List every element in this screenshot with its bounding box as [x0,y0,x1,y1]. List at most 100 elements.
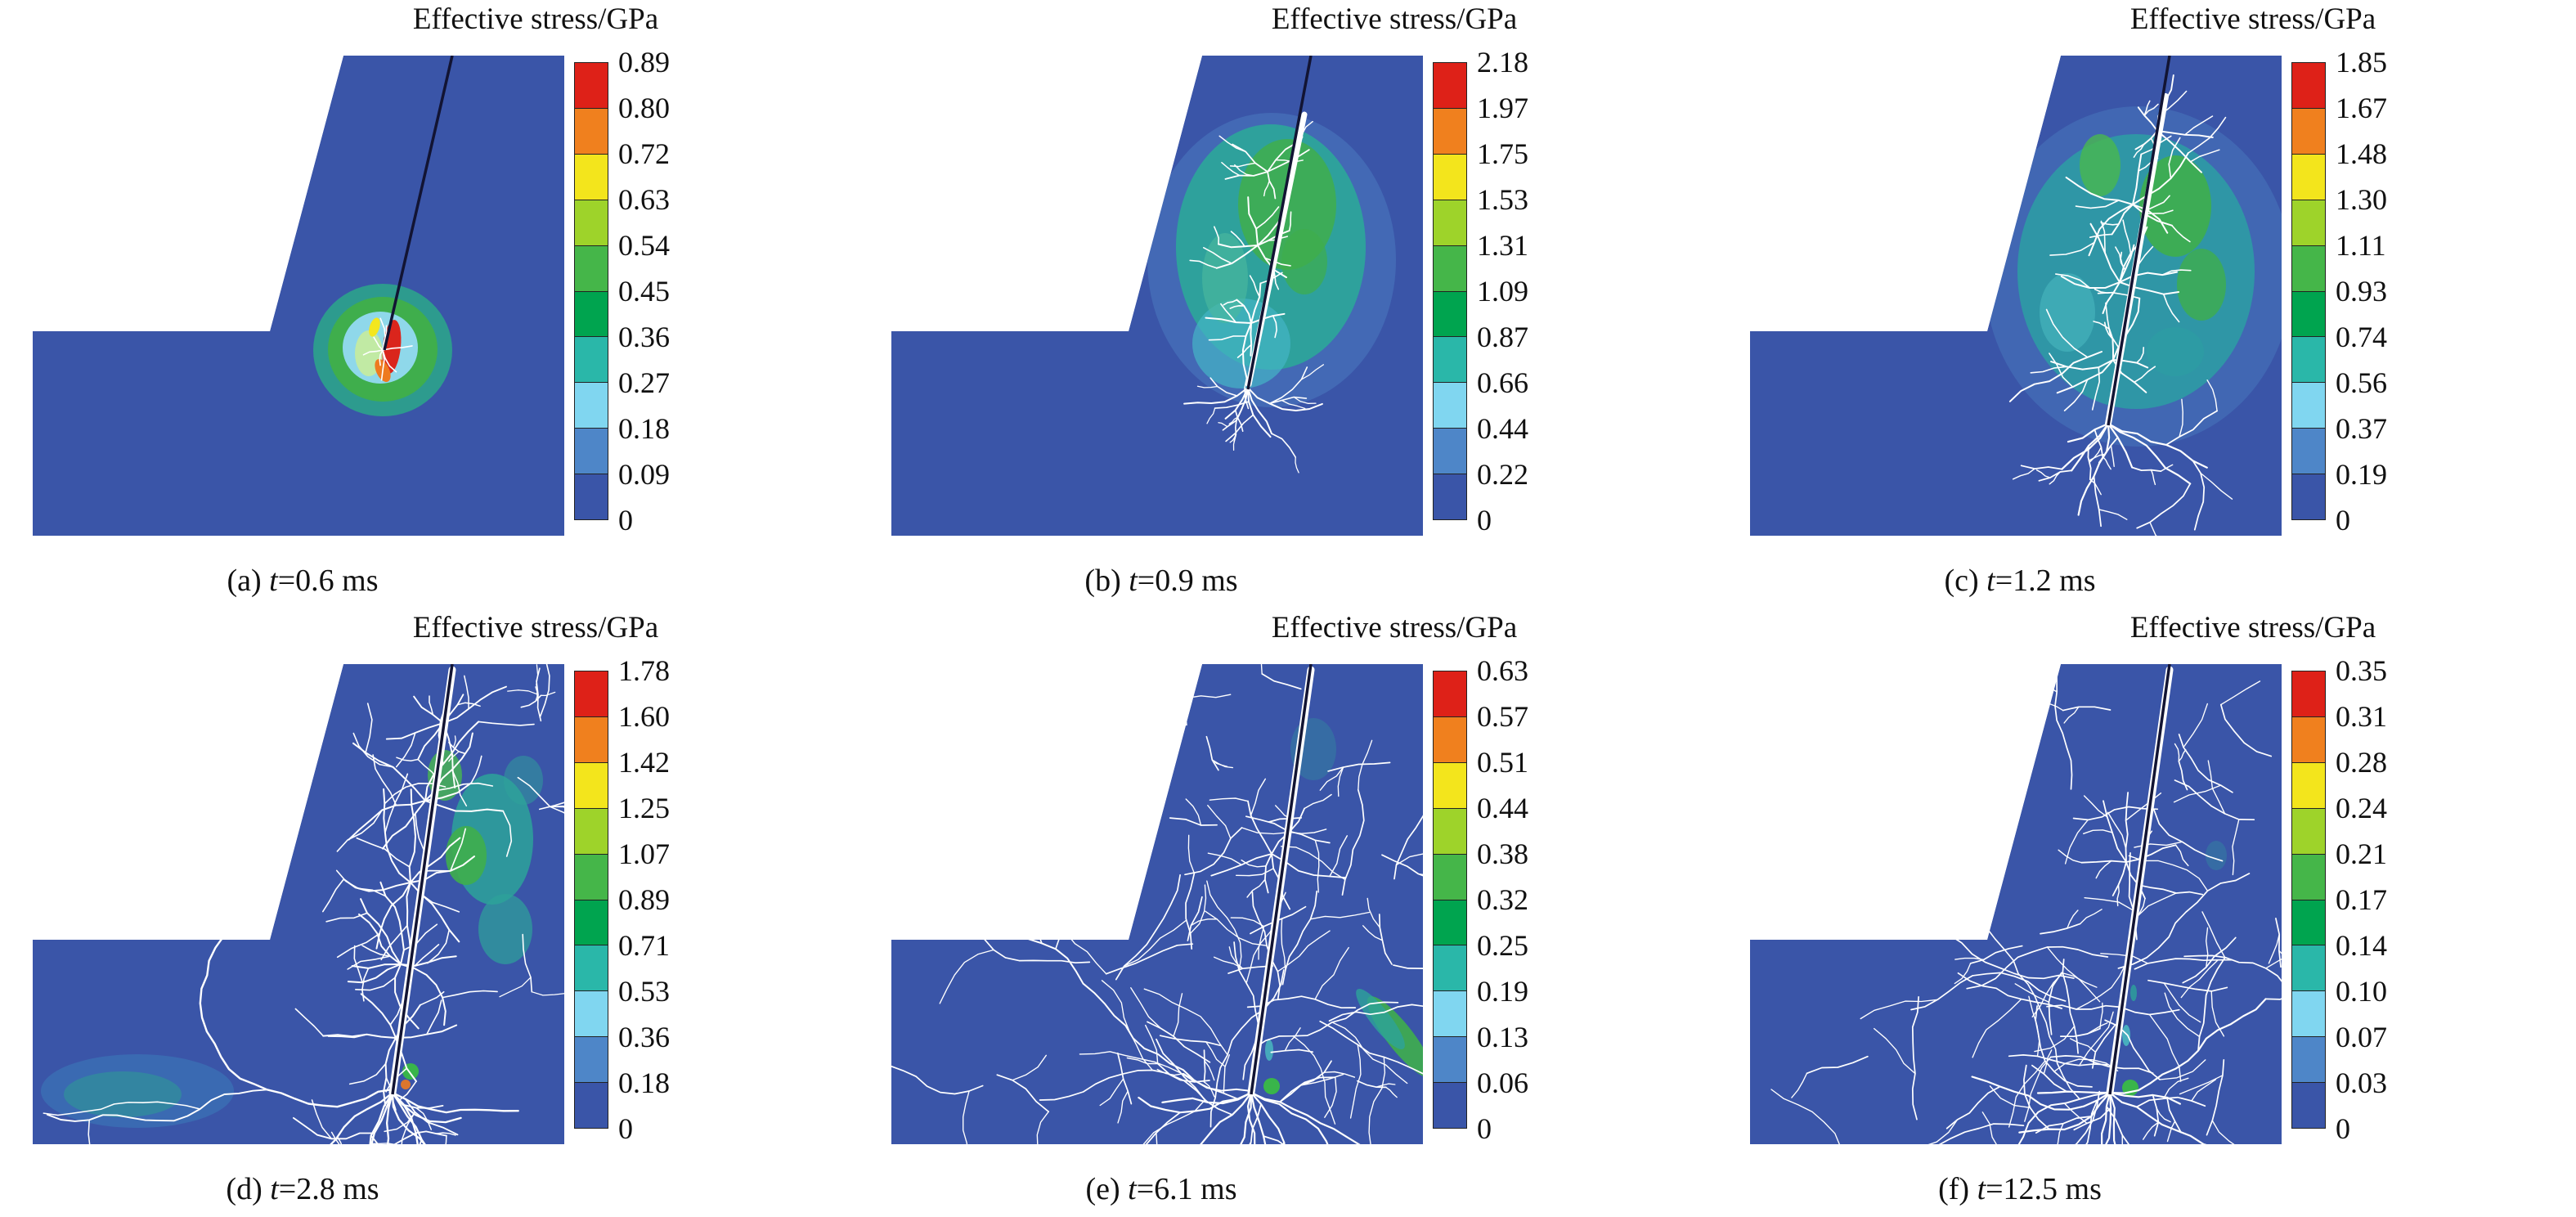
colorbar-segment [575,808,608,855]
colorbar-tick: 0.66 [1477,366,1528,399]
crack-pattern [1770,664,2282,1144]
colorbar-tick: 0.89 [618,46,670,79]
colorbar-tick: 0.25 [1477,929,1528,962]
colorbar-tick: 0.44 [1477,412,1528,445]
colorbar [1433,671,1467,1129]
colorbar-tick: 0.53 [618,975,670,1008]
figure-panel: Effective stress/GPa 1.78 1.60 1.42 1.25 1.0… [0,608,859,1217]
colorbar-segment [2292,429,2325,475]
colorbar-segment [1434,337,1466,384]
crack-pattern [362,317,413,381]
bench-rock-body [33,56,564,536]
colorbar-segment [575,245,608,292]
borehole [2108,664,2171,1095]
panel-caption: (c) t=1.2 ms [1717,563,2322,599]
crack-pattern [43,664,564,1144]
colorbar-segment [1434,1037,1466,1084]
colorbar-segment [1434,945,1466,992]
colorbar-tick: 0 [1477,1112,1492,1145]
colorbar-segment [575,154,608,200]
caption-index: (e) [1085,1172,1129,1206]
colorbar-tick: 0.06 [1477,1067,1528,1099]
caption-time-symbol: t [1986,564,1995,598]
colorbar-tick: 1.97 [1477,92,1528,124]
colorbar-segment [1434,854,1466,900]
colorbar-tick: 1.48 [2336,137,2387,170]
figure-panel: Effective stress/GPa 2.18 1.97 1.75 1.53 1.3… [859,0,1717,608]
colorbar-tick: 0.74 [2336,321,2387,353]
contour-plot [891,56,1423,536]
contour-plot [33,664,564,1144]
colorbar-tick: 0.10 [2336,975,2387,1008]
colorbar-segment [575,337,608,384]
caption-time-symbol: t [269,564,278,598]
colorbar-tick: 0.45 [618,275,670,308]
colorbar-segment [575,1083,608,1129]
colorbar-segment [575,291,608,338]
colorbar-segment [1434,200,1466,246]
colorbar-tick: 0.03 [2336,1067,2387,1099]
colorbar-tick: 0.93 [2336,275,2387,308]
colorbar-tick: 0.28 [2336,746,2387,779]
colorbar-segment [1434,63,1466,109]
colorbar-segment [2292,762,2325,809]
colorbar-title: Effective stress/GPa [412,611,659,644]
colorbar-tick: 0.24 [2336,792,2387,824]
colorbar-segment [1434,991,1466,1038]
panel-caption: (b) t=0.9 ms [859,563,1464,599]
colorbar-tick: 1.75 [1477,137,1528,170]
borehole [391,664,454,1095]
panel-caption: (a) t=0.6 ms [0,563,605,599]
colorbar-segment [2292,991,2325,1038]
colorbar-tick: 1.07 [618,838,670,870]
colorbar-segment [575,900,608,946]
colorbar-segment [1434,474,1466,520]
colorbar-segment [2292,108,2325,155]
colorbar-segment [575,63,608,109]
colorbar-segment [2292,245,2325,292]
colorbar-segment [1434,429,1466,475]
simulation-contour-view [891,664,1423,1144]
panel-caption: (f) t=12.5 ms [1717,1171,2322,1207]
simulation-contour-view [33,56,564,536]
colorbar-segment [1434,245,1466,292]
colorbar-tick: 0.22 [1477,458,1528,491]
crack-pattern [1183,120,1325,474]
caption-index: (b) [1084,564,1129,598]
colorbar-segment [2292,854,2325,900]
simulation-contour-view [33,664,564,1144]
colorbar-tick: 0.51 [1477,746,1528,779]
colorbar-tick: 1.30 [2336,183,2387,216]
colorbar-segment [575,762,608,809]
colorbar-segment [1434,1083,1466,1129]
stress-contours [41,750,543,1128]
colorbar-tick: 0.14 [2336,929,2387,962]
colorbar-segment [575,474,608,520]
contour-plot [33,56,564,536]
borehole [383,56,454,351]
colorbar-tick: 0 [2336,1112,2350,1145]
colorbar-tick: 0.56 [2336,366,2387,399]
colorbar-segment [2292,671,2325,717]
colorbar-tick: 0.37 [2336,412,2387,445]
colorbar [574,671,608,1129]
colorbar-segment [575,671,608,717]
colorbar-segment [1434,383,1466,429]
colorbar-tick: 0.57 [1477,700,1528,733]
colorbar-segment [1434,671,1466,717]
colorbar-tick: 0.89 [618,883,670,916]
colorbar-tick: 0.87 [1477,321,1528,353]
caption-time-symbol: t [1128,1172,1137,1206]
colorbar-title: Effective stress/GPa [2129,611,2376,644]
figure-panel: Effective stress/GPa 0.35 0.31 0.28 0.24 0.2… [1717,608,2576,1217]
colorbar-title: Effective stress/GPa [412,2,659,36]
contour-plot [891,664,1423,1144]
colorbar-tick: 0.27 [618,366,670,399]
colorbar-segment [575,108,608,155]
colorbar-tick: 1.42 [618,746,670,779]
colorbar-segment [2292,474,2325,520]
caption-time-value: =2.8 ms [278,1172,379,1206]
colorbar-tick: 0.72 [618,137,670,170]
simulation-contour-view [1750,664,2282,1144]
colorbar-tick: 1.09 [1477,275,1528,308]
